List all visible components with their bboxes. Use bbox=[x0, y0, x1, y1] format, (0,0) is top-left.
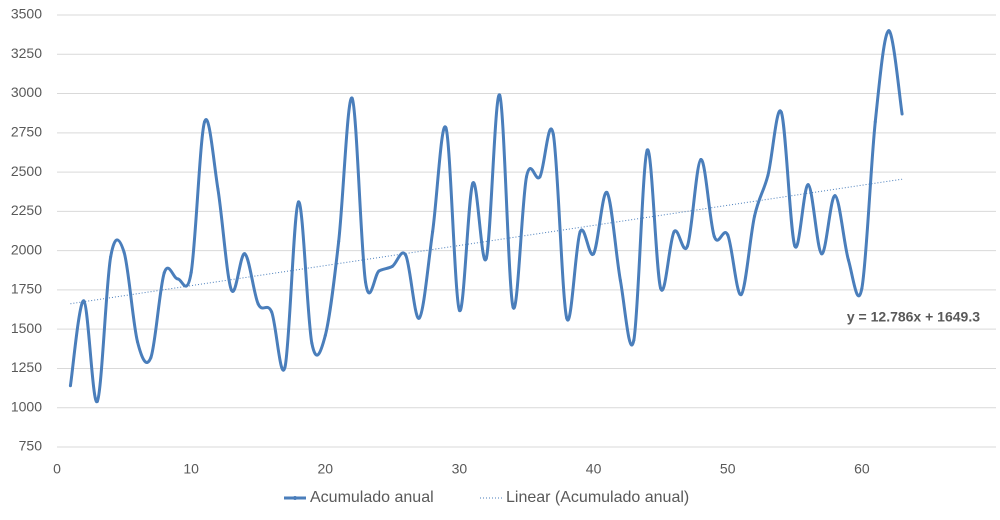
point bbox=[296, 200, 300, 204]
point bbox=[846, 258, 850, 262]
point bbox=[605, 191, 609, 195]
point bbox=[337, 239, 341, 243]
point bbox=[364, 280, 368, 284]
y-tick-label: 2250 bbox=[11, 202, 42, 218]
point bbox=[887, 29, 891, 33]
point bbox=[779, 110, 783, 114]
point bbox=[68, 384, 72, 388]
point bbox=[310, 341, 314, 345]
point bbox=[203, 120, 207, 124]
point bbox=[592, 252, 596, 256]
point bbox=[511, 305, 515, 309]
point bbox=[256, 302, 260, 306]
point bbox=[471, 181, 475, 185]
point bbox=[484, 256, 488, 260]
point bbox=[538, 175, 542, 179]
y-tick-label: 750 bbox=[19, 438, 43, 454]
point bbox=[766, 173, 770, 177]
point bbox=[109, 255, 113, 259]
point bbox=[525, 175, 528, 179]
point bbox=[699, 158, 703, 162]
y-tick-label: 1000 bbox=[11, 398, 42, 414]
point bbox=[189, 271, 193, 275]
point bbox=[833, 194, 837, 198]
y-tick-label: 2750 bbox=[11, 124, 42, 140]
legend-label: Linear (Acumulado anual) bbox=[506, 489, 689, 506]
point bbox=[820, 252, 824, 256]
point bbox=[270, 310, 274, 314]
series-line bbox=[68, 29, 904, 403]
y-tick-label: 1750 bbox=[11, 281, 42, 297]
point bbox=[712, 234, 716, 238]
point bbox=[457, 308, 461, 312]
legend-marker bbox=[293, 496, 297, 500]
point bbox=[578, 230, 582, 234]
y-tick-label: 1250 bbox=[11, 359, 42, 375]
y-tick-label: 2500 bbox=[11, 163, 42, 179]
point bbox=[551, 132, 555, 136]
point bbox=[806, 183, 810, 187]
point bbox=[229, 288, 233, 292]
y-tick-label: 2000 bbox=[11, 241, 42, 257]
point bbox=[216, 187, 220, 191]
point bbox=[565, 316, 569, 320]
y-tick-label: 3500 bbox=[11, 6, 42, 22]
point bbox=[122, 250, 126, 254]
point bbox=[685, 244, 689, 248]
x-tick-label: 40 bbox=[586, 461, 602, 477]
trendline-label: y = 12.786x + 1649.3 bbox=[847, 309, 980, 325]
x-tick-label: 10 bbox=[183, 461, 199, 477]
point bbox=[162, 271, 166, 275]
point bbox=[726, 233, 730, 237]
trendline bbox=[70, 178, 903, 305]
point bbox=[135, 340, 139, 344]
point bbox=[900, 112, 904, 116]
point bbox=[283, 365, 287, 369]
point bbox=[377, 269, 381, 273]
point bbox=[632, 338, 636, 342]
point bbox=[659, 286, 663, 290]
point bbox=[149, 355, 153, 359]
x-tick-label: 20 bbox=[317, 461, 333, 477]
point bbox=[82, 299, 86, 303]
point bbox=[176, 277, 180, 281]
point bbox=[793, 244, 797, 248]
point bbox=[390, 264, 394, 268]
point bbox=[753, 214, 757, 218]
point bbox=[618, 278, 622, 282]
point bbox=[739, 293, 743, 297]
point bbox=[323, 333, 327, 337]
x-tick-label: 30 bbox=[452, 461, 468, 477]
y-tick-label: 3000 bbox=[11, 84, 42, 100]
y-tick-label: 1500 bbox=[11, 320, 42, 336]
x-tick-label: 50 bbox=[720, 461, 736, 477]
point bbox=[350, 96, 354, 100]
x-tick-label: 60 bbox=[854, 461, 870, 477]
point bbox=[243, 252, 247, 256]
point bbox=[860, 286, 864, 290]
point bbox=[431, 230, 435, 234]
x-tick-label: 0 bbox=[53, 461, 61, 477]
point bbox=[444, 126, 448, 130]
legend-label: Acumulado anual bbox=[310, 489, 434, 506]
point bbox=[95, 399, 99, 403]
point bbox=[404, 253, 408, 257]
y-tick-label: 3250 bbox=[11, 45, 42, 61]
point bbox=[645, 148, 649, 152]
point bbox=[498, 93, 502, 97]
point bbox=[873, 120, 877, 124]
point bbox=[672, 230, 676, 234]
point bbox=[417, 316, 421, 320]
